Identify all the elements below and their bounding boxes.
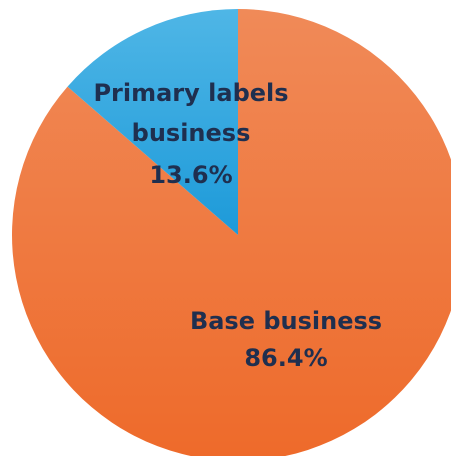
slice-percent-base-business: 86.4% [244,344,327,372]
pie-slice-base-business [12,9,451,456]
slice-label-primary-labels-line2: business [132,119,251,147]
pie-labels: Base business 86.4% Primary labels busin… [93,79,382,372]
pie-slices [12,9,451,456]
slice-label-primary-labels-line1: Primary labels [93,79,288,107]
slice-label-base-business: Base business [190,307,382,335]
pie-slice-primary-labels-business [67,9,238,235]
slice-percent-primary-labels: 13.6% [149,161,232,189]
